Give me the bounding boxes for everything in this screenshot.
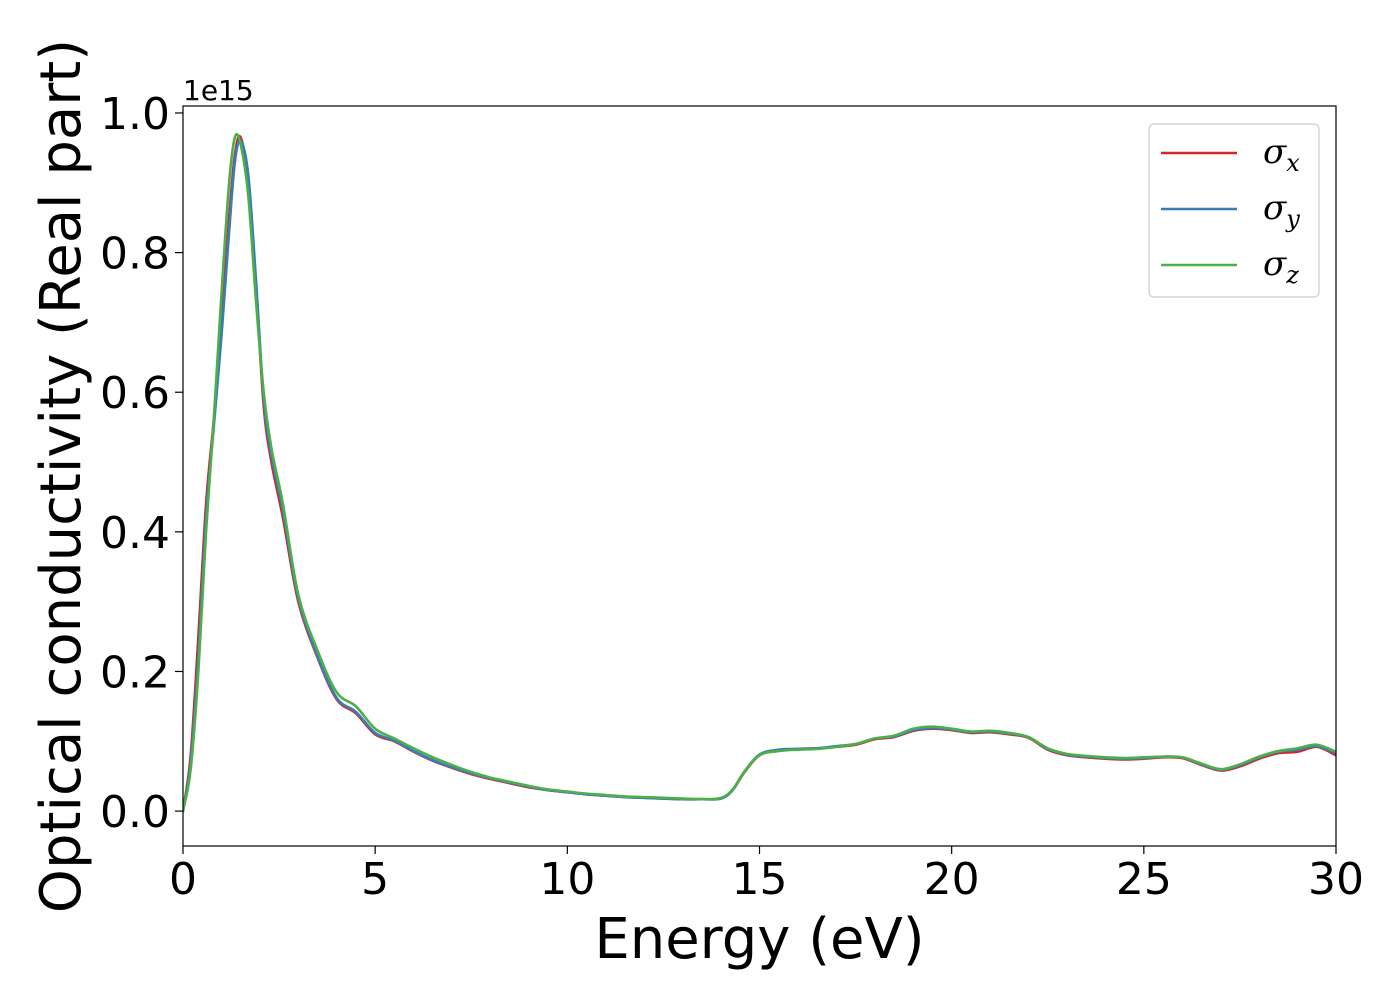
x-tick-label: 15: [732, 854, 788, 905]
y-offset-label: 1e15: [183, 74, 254, 107]
legend-label-z: σz: [1263, 244, 1299, 289]
y-tick-label: 0.6: [100, 368, 170, 419]
legend-label-x: σx: [1263, 132, 1300, 177]
x-tick-label: 20: [924, 854, 980, 905]
y-axis-title: Optical conductivity (Real part): [29, 39, 94, 913]
legend-label-y: σy: [1263, 188, 1300, 233]
ticks-layer: 0 5 10 15 20 25 30 0.0 0.2 0.4 0.6 0.8 1.0: [100, 89, 1364, 905]
legend-box: [1148, 123, 1320, 298]
y-tick-label: 0.0: [100, 787, 170, 838]
legend: σx σy σz: [1148, 123, 1320, 298]
y-tick-label: 0.4: [100, 508, 170, 559]
x-tick-label: 30: [1308, 854, 1364, 905]
x-tick-label: 0: [169, 854, 197, 905]
y-tick-label: 0.2: [100, 647, 170, 698]
x-axis-title: Energy (eV): [594, 907, 924, 972]
x-tick-label: 10: [539, 854, 595, 905]
series-layer: [183, 132, 1336, 813]
x-tick-label: 5: [361, 854, 389, 905]
y-tick-label: 1.0: [100, 89, 170, 140]
series-line-z: [183, 132, 1336, 813]
y-tick-label: 0.8: [100, 229, 170, 280]
x-tick-label: 25: [1116, 854, 1172, 905]
